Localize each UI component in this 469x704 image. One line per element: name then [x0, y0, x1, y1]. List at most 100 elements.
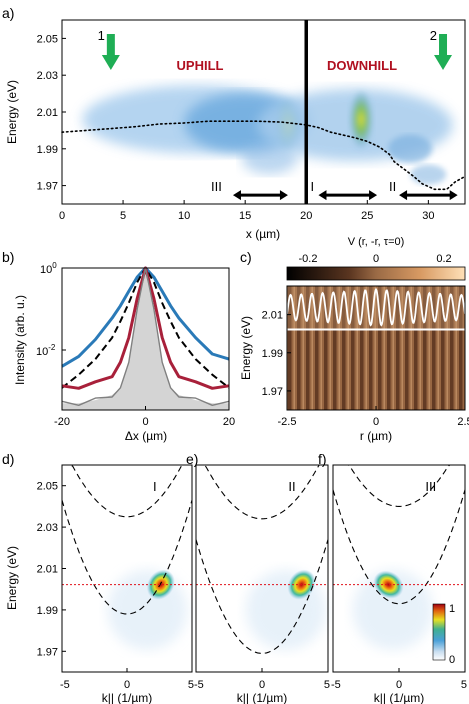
f-xtick-0: -5 [331, 679, 341, 691]
panel-a-x-ticks: 0 5 10 15 20 25 30 [59, 200, 434, 222]
c-upper-band [287, 286, 465, 330]
panel-c-x-label: r (µm) [360, 429, 392, 443]
range-III-head-right [279, 190, 288, 201]
green-arrow-1 [101, 34, 120, 70]
panel-c-shade [287, 286, 465, 410]
panel-a-heatmap [61, 20, 466, 204]
f-upper-dispersion [333, 464, 465, 507]
b-xtick-1: 0 [142, 416, 148, 428]
a-ytick-0: 2.05 [37, 33, 58, 45]
range-III-head-left [232, 190, 241, 201]
range-II-head-right [449, 190, 458, 201]
downhill-label: DOWNHILL [327, 58, 397, 73]
c-cbar-tick-2: 0.2 [436, 253, 451, 265]
d-ytick-3: 1.99 [37, 605, 58, 617]
d-xtick-1: 0 [124, 679, 130, 691]
a-ytick-1: 2.03 [37, 70, 58, 82]
f-range-label: III [425, 479, 436, 494]
range-II-head-left [399, 190, 408, 201]
panel-c-label: c) [240, 249, 252, 265]
panel-c: c) V (r, -r, τ=0) -0.2 0 0.2 -2.5 0 2.5 2.… [239, 236, 469, 443]
a-potential-curve [61, 120, 466, 191]
c-cbar-tick-0: -0.2 [299, 253, 318, 265]
panel-d-label: d) [2, 451, 14, 467]
panel-b-x-ticks: -20 0 20 [54, 406, 235, 428]
f-xtick-1: 0 [396, 679, 402, 691]
panel-b: b) -20 0 20 100 10-2 Δx (µm) Intensity (ar… [2, 249, 235, 443]
a-xtick-1: 5 [120, 210, 126, 222]
f-haze [352, 569, 433, 650]
panel-a-ranges [232, 190, 458, 201]
d-emission-peak [146, 569, 175, 600]
b-ytick-0: 100 [40, 261, 57, 276]
panel-c-colorbar [286, 266, 466, 281]
d-x-label: k|| (1/µm) [102, 691, 152, 704]
panel-d-y-label: Energy (eV) [5, 546, 19, 610]
panel-d-y-ticks: 2.05 2.03 2.01 1.99 1.97 [37, 481, 66, 658]
panel-b-y-ticks: 100 10-2 [36, 261, 66, 358]
d-ytick-4: 1.97 [37, 646, 58, 658]
a-xtick-2: 10 [178, 210, 190, 222]
f-x-label: k|| (1/µm) [374, 691, 424, 704]
panel-c-y-label: Energy (eV) [239, 316, 253, 380]
d-xtick-2: 5 [188, 679, 194, 691]
c-ytick-0: 2.01 [262, 310, 283, 322]
b-fill-narrow [62, 268, 229, 410]
panel-a-y-ticks: 2.05 2.03 2.01 1.99 1.97 [37, 33, 66, 193]
panel-d-map: I -5 0 5 k|| (1/µm) [60, 464, 194, 704]
a-ytick-4: 1.97 [37, 181, 58, 193]
panel-c-map [287, 286, 465, 410]
a-xtick-3: 15 [239, 210, 251, 222]
a-xtick-6: 30 [422, 210, 434, 222]
c-ytick-1: 1.99 [262, 348, 283, 360]
panel-a: a) 0 5 10 15 20 25 30 2.05 2.03 2.01 1.99 1.97 x (… [2, 5, 466, 241]
d-ytick-2: 2.01 [37, 564, 58, 576]
d-range-label: I [153, 479, 157, 494]
f-cbar-tick-max: 1 [449, 603, 455, 615]
panel-e-label: e) [186, 451, 198, 467]
panel-c-title: V (r, -r, τ=0) [348, 236, 405, 248]
range-I-head-left [318, 190, 327, 201]
green-arrow-2 [434, 34, 453, 70]
panel-a-x-label: x (µm) [246, 227, 280, 241]
panel-e: e) II -5 0 5 k|| (1/µm) [186, 451, 330, 704]
panel-c-x-ticks: -2.5 0 2.5 [278, 406, 469, 428]
f-emission-peak [373, 570, 404, 599]
panel-a-label: a) [2, 5, 14, 21]
d-ytick-1: 2.03 [37, 522, 58, 534]
b-ytick-1: 10-2 [36, 343, 56, 358]
f-xtick-2: 5 [461, 679, 467, 691]
uphill-label: UPHILL [177, 58, 224, 73]
panel-e-map: II -5 0 5 k|| (1/µm) [194, 464, 330, 704]
c-xtick-2: 2.5 [457, 416, 469, 428]
panel-c-y-ticks: 2.01 1.99 1.97 [262, 310, 291, 398]
c-fringe-trace [286, 287, 466, 327]
c-ytick-2: 1.97 [262, 386, 283, 398]
e-x-label: k|| (1/µm) [237, 691, 287, 704]
panel-f-map: III -5 0 5 k|| (1/µm) [331, 464, 467, 704]
a-xtick-5: 25 [361, 210, 373, 222]
arrow-2-label: 2 [430, 28, 437, 43]
panel-f: f) III -5 0 5 k|| (1/µm) 1 0 [318, 451, 467, 704]
e-xtick-0: -5 [194, 679, 204, 691]
a-ytick-2: 2.01 [37, 107, 58, 119]
e-upper-dispersion [196, 464, 328, 520]
panel-a-y-label: Energy (eV) [5, 80, 19, 144]
d-haze [107, 569, 188, 650]
a-blob-downhill-low [388, 134, 433, 163]
panel-d: d) I-5 0 5k|| (1/µm) Energy (eV) 2.052.032… [2, 451, 194, 704]
a-blob-downhill-peak [349, 89, 374, 150]
b-xtick-0: -20 [54, 416, 70, 428]
e-xtick-2: 5 [324, 679, 330, 691]
a-xtick-0: 0 [59, 210, 65, 222]
range-I-head-right [369, 190, 378, 201]
c-xtick-0: -2.5 [278, 416, 297, 428]
range-II-label: II [389, 179, 396, 194]
a-ytick-3: 1.99 [37, 144, 58, 156]
e-range-label: II [288, 479, 295, 494]
e-xtick-1: 0 [259, 679, 265, 691]
c-xtick-1: 0 [373, 416, 379, 428]
a-blob-downhill-bottom [410, 164, 447, 185]
a-xtick-4: 20 [300, 210, 312, 222]
